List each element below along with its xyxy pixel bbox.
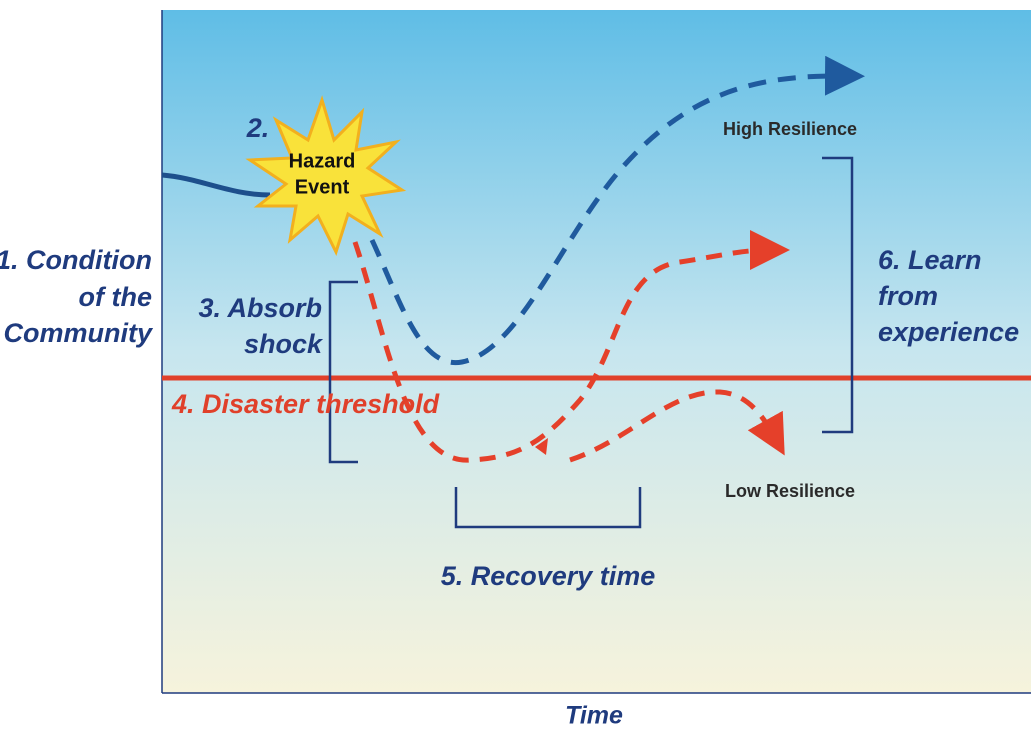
recovery-path [352, 230, 790, 463]
label: from [878, 281, 938, 311]
label: 2. [246, 113, 270, 143]
label: 5. Recovery time [441, 561, 656, 591]
label: 3. Absorb [198, 293, 322, 323]
label: shock [244, 329, 324, 359]
low-resilience-path [569, 389, 785, 463]
label: High Resilience [723, 119, 857, 139]
label: Low Resilience [725, 481, 855, 501]
absorb-bracket [328, 280, 358, 464]
label: 6. Learn [878, 245, 982, 275]
label: of the [79, 282, 153, 312]
label: experience [878, 317, 1019, 347]
label: Hazard [289, 150, 356, 172]
arrowhead [535, 438, 548, 455]
condition-line [161, 172, 271, 198]
background [162, 10, 1031, 693]
label: Time [565, 702, 623, 730]
label: Event [295, 176, 350, 198]
label: Community [4, 318, 154, 348]
label: 1. Condition [0, 245, 152, 275]
label: 4. Disaster threshold [171, 389, 440, 419]
recovery-bracket [454, 487, 642, 529]
hazard-star [245, 95, 407, 256]
learn-bracket [822, 156, 854, 434]
high-resilience-path [369, 55, 865, 366]
